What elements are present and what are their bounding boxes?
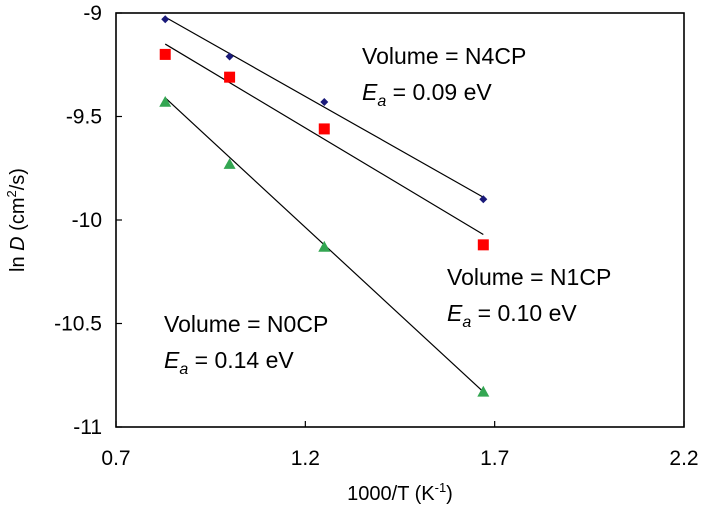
data-point-n1cp: [318, 123, 330, 135]
fit-line-n1cp: [164, 43, 484, 236]
plot-area: [115, 12, 685, 428]
x-tick-label: 2.2: [669, 447, 698, 470]
y-axis-title: ln D (cm2/s): [4, 168, 29, 272]
data-point-n4cp: [225, 52, 234, 61]
data-point-n1cp: [159, 48, 171, 60]
x-tick-label: 1.2: [291, 447, 320, 470]
data-point-n0cp: [159, 96, 172, 107]
annotation-n0cp-ea: Ea = 0.14 eV: [164, 347, 294, 378]
data-point-n1cp: [477, 239, 489, 251]
y-tick-label: -10: [72, 209, 102, 232]
annotation-n4cp-ea: Ea = 0.09 eV: [362, 79, 492, 110]
ticks: 0.7 1.2 1.7 2.2 -9 -9.5 -10 -10.5 -11: [54, 2, 698, 470]
annotation-n0cp-title: Volume = N0CP: [164, 311, 328, 337]
data-point-n0cp: [223, 158, 236, 169]
y-tick-label: -9.5: [66, 106, 102, 129]
x-axis-title: 1000/T (K-1): [347, 480, 453, 505]
annotation-n4cp-title: Volume = N4CP: [362, 43, 526, 69]
data-point-n4cp: [320, 98, 329, 107]
data-point-n4cp: [161, 15, 170, 24]
y-tick-label: -11: [73, 416, 102, 439]
fit-line-n4cp: [164, 16, 484, 198]
y-tick-label: -9: [83, 2, 102, 25]
y-tick-label: -10.5: [54, 313, 102, 336]
data-point-n4cp: [479, 195, 488, 204]
data-point-n1cp: [224, 71, 236, 83]
annotation-n1cp-ea: Ea = 0.10 eV: [447, 300, 577, 331]
annotation-n1cp-title: Volume = N1CP: [447, 264, 611, 290]
markers: [159, 15, 490, 397]
x-tick-label: 1.7: [480, 447, 509, 470]
data-point-n0cp: [318, 240, 331, 252]
x-tick-label: 0.7: [101, 447, 130, 470]
data-point-n0cp: [477, 385, 490, 397]
